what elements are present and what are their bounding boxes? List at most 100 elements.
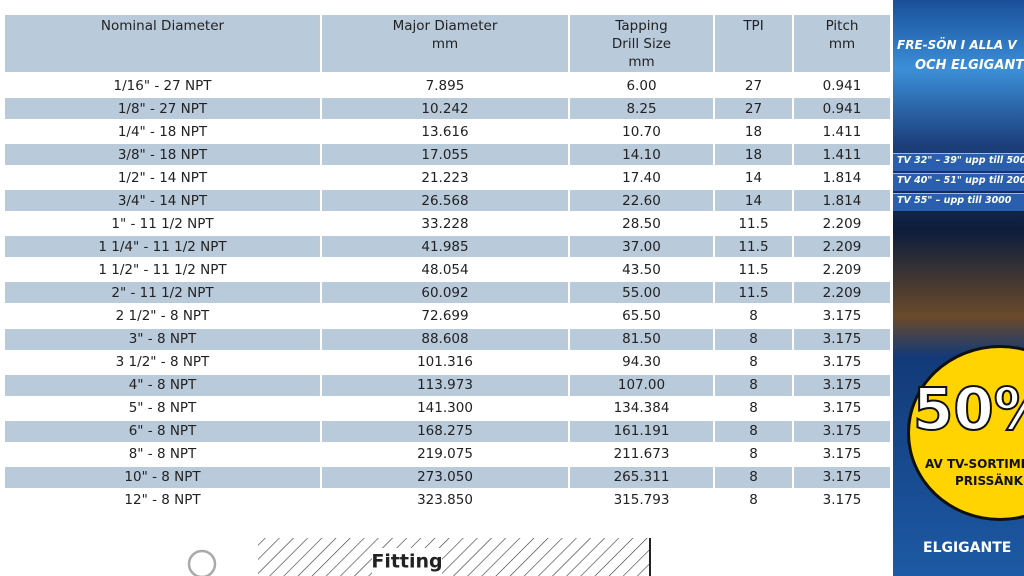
table-cell: 26.568 [322,190,568,212]
hatched-fitting [258,538,650,576]
table-cell: 3.175 [822,354,862,371]
table-cell: 3 1/2" - 8 NPT [115,354,210,371]
table-cell: 1 1/4" - 11 1/2 NPT [5,236,320,258]
table-cell: 141.300 [417,400,473,417]
header-cell: TPI [715,15,792,72]
table-cell: 2 1/2" - 8 NPT [115,308,210,324]
table-cell: 21.223 [421,169,469,186]
header-cell: Tapping Drill Size mm [570,15,713,72]
table-cell: 33.228 [421,215,469,232]
table-cell: 3/4" - 14 NPT [5,190,320,212]
table-cell: 14.10 [570,144,713,166]
header-text: TPI [743,18,764,34]
table-cell: 1.411 [822,123,862,140]
table-cell: 2.209 [794,282,890,304]
table-cell: 3.175 [794,374,890,396]
table-cell: 8 [715,420,792,442]
table-cell: 3.175 [794,466,890,488]
header-cell: Pitch mm [794,15,890,72]
table-cell: 101.316 [417,354,473,371]
table-cell: 18 [715,144,792,166]
table-cell: 8 [749,446,758,463]
table-cell: 211.673 [613,446,670,463]
header-text: Pitch [825,18,859,34]
table-cell: 1.814 [822,169,862,186]
table-cell: 11.5 [715,236,792,258]
table-cell: 1.814 [794,190,890,212]
table-cell: 4" - 8 NPT [5,374,320,396]
header-text: Drill Size [611,36,672,52]
table-cell: 219.075 [417,446,473,463]
table-cell: 55.00 [570,282,713,304]
table-cell: 113.973 [322,374,568,396]
table-cell: 3.175 [794,328,890,350]
table-cell: 12" - 8 NPT [124,492,201,509]
table-cell: 1/8" - 27 NPT [5,98,320,120]
table-cell: 11.5 [738,261,769,278]
table-cell: 2.209 [822,261,862,278]
table-cell: 41.985 [322,236,568,258]
ad-line: OCH ELGIGANTE [915,58,1024,73]
header-text: mm [628,54,655,70]
table-cell: 1/4" - 18 NPT [117,123,208,140]
table-cell: 17.055 [322,144,568,166]
table-cell: 2.209 [822,215,862,232]
table-cell: 2" - 11 1/2 NPT [5,282,320,304]
table-cell: 11.5 [715,282,792,304]
table-cell: 8 [749,492,758,509]
table-cell: 1 1/2" - 11 1/2 NPT [98,261,227,278]
table-cell: 88.608 [322,328,568,350]
table-cell: 1/2" - 14 NPT [117,169,208,186]
table-cell: 2.209 [794,236,890,258]
table-cell: 265.311 [570,466,713,488]
table-cell: 8 [715,466,792,488]
header-text: mm [828,36,856,52]
header-text: Tapping [615,18,668,34]
header-text: mm [431,36,459,52]
table-cell: 315.793 [613,492,670,509]
table-cell: 43.50 [622,261,661,278]
ad-offer: TV 40" – 51" upp till 2000 [897,175,1024,186]
table-cell: 3.175 [822,400,862,417]
diagram: Fitting [187,538,651,576]
table-cell: 3.175 [822,308,862,324]
table-cell: 0.941 [822,77,862,94]
table-cell: 168.275 [322,420,568,442]
table-cell: 10" - 8 NPT [5,466,320,488]
table-cell: 8 [715,328,792,350]
table-cell: 14 [744,169,763,186]
header-cell: Nominal Diameter [5,15,320,72]
table-cell: 273.050 [322,466,568,488]
table-cell: 27 [715,98,792,120]
table-cell: 81.50 [570,328,713,350]
table-cell: 27 [744,77,763,94]
table-cell: 22.60 [570,190,713,212]
ad-discount: 50% [912,374,1024,444]
table-cell: 1.411 [794,144,890,166]
table-cell: 5" - 8 NPT [128,400,197,417]
header-text: Nominal Diameter [100,18,225,34]
ad-offer: TV 32" – 39" upp till 500 [897,155,1024,166]
table-cell: 1" - 11 1/2 NPT [111,215,214,232]
table-cell: 8 [749,400,758,417]
table-cell: 60.092 [322,282,568,304]
table-cell: 65.50 [622,308,661,324]
table-cell: 1/16" - 27 NPT [113,77,212,94]
table-cell: 161.191 [570,420,713,442]
table-cell: 94.30 [622,354,661,371]
table-cell: 323.850 [417,492,473,509]
table-cell: 3.175 [822,446,862,463]
table-cell: 28.50 [622,215,661,232]
ad-brand: ELGIGANTE [923,540,1012,556]
table-cell: 3.175 [822,492,862,509]
table-cell: 6" - 8 NPT [5,420,320,442]
table-cell: 8 [715,374,792,396]
table-cell: 8.25 [570,98,713,120]
ad-line: FRE-SÖN I ALLA V [897,38,1017,52]
table-cell: 10.70 [622,123,661,140]
table-cell: 37.00 [570,236,713,258]
table-cell: 3/8" - 18 NPT [5,144,320,166]
diagram-label: Fitting [371,551,442,573]
advertisement[interactable]: FRE-SÖN I ALLA V OCH ELGIGANTE TV 32" – … [893,0,1024,576]
table-cell: 17.40 [622,169,661,186]
